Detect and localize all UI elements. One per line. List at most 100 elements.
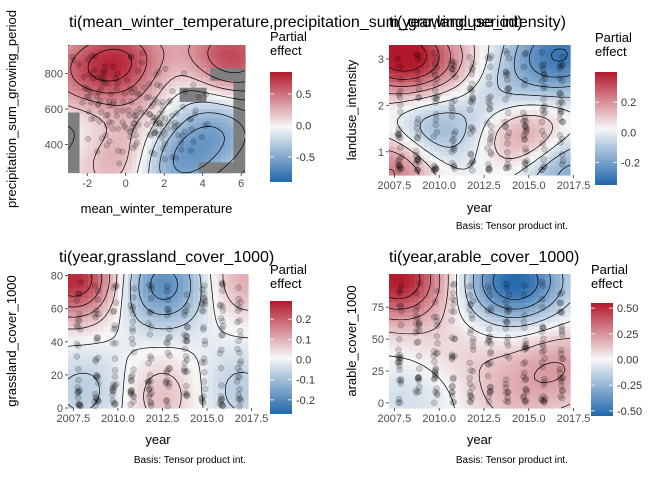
heatmap-cell xyxy=(171,127,177,133)
heatmap-cell xyxy=(394,147,400,153)
heatmap-cell xyxy=(92,67,99,74)
contour-line xyxy=(472,273,564,319)
observation-point xyxy=(146,371,154,379)
heatmap-cell xyxy=(193,379,199,385)
heatmap-cell xyxy=(509,293,516,299)
heatmap-cell xyxy=(389,63,395,69)
heatmap-cell xyxy=(215,90,222,96)
observation-point xyxy=(148,286,155,293)
observation-point xyxy=(103,112,110,119)
heatmap-cell xyxy=(173,317,179,323)
heatmap-cell xyxy=(539,63,546,69)
heatmap-cell xyxy=(434,82,440,88)
observation-point xyxy=(158,115,165,122)
contour-line xyxy=(388,44,452,176)
heatmap-cell xyxy=(474,170,481,176)
heatmap-cell xyxy=(424,379,430,385)
heatmap-cell xyxy=(539,58,546,65)
observation-point xyxy=(541,71,548,79)
heatmap-cell xyxy=(564,68,571,74)
heatmap-cell xyxy=(544,123,551,130)
heatmap-cell xyxy=(489,114,496,120)
heatmap-cell xyxy=(77,168,84,174)
heatmap-cell xyxy=(118,360,124,366)
heatmap-cell xyxy=(173,388,179,395)
heatmap-cell xyxy=(454,364,460,371)
heatmap-cell xyxy=(459,403,466,409)
contour-line xyxy=(138,273,191,316)
heatmap-cell xyxy=(97,168,104,174)
heatmap-cell xyxy=(534,326,541,333)
heatmap-cell xyxy=(112,72,118,78)
heatmap-cell xyxy=(534,388,541,395)
heatmap-cell xyxy=(127,159,133,165)
heatmap-cell xyxy=(102,113,108,119)
heatmap-cell xyxy=(78,364,84,371)
heatmap-cell xyxy=(98,307,104,313)
heatmap-cell xyxy=(113,374,119,380)
heatmap-cell xyxy=(459,283,466,289)
heatmap-cell xyxy=(186,122,192,128)
heatmap-cell xyxy=(524,63,531,69)
heatmap-cell xyxy=(243,326,249,333)
observation-point xyxy=(145,320,152,327)
heatmap-cell xyxy=(504,283,511,289)
heatmap-cell xyxy=(509,161,516,167)
heatmap-cell xyxy=(230,159,236,165)
heatmap-cell xyxy=(127,72,133,78)
observation-point xyxy=(556,89,564,97)
heatmap-cell xyxy=(559,91,566,97)
heatmap-cell xyxy=(429,54,435,60)
heatmap-cell xyxy=(454,307,460,313)
heatmap-cell xyxy=(220,49,226,55)
heatmap-cell xyxy=(499,364,506,371)
heatmap-cell xyxy=(138,336,144,342)
heatmap-cell xyxy=(220,99,226,106)
heatmap-cell xyxy=(161,113,167,119)
observation-point xyxy=(540,70,548,78)
observation-point xyxy=(217,393,225,400)
heatmap-cell xyxy=(102,54,108,60)
heatmap-cell xyxy=(83,331,89,337)
heatmap-cell xyxy=(469,165,476,171)
heatmap-cell xyxy=(102,77,108,83)
heatmap-cell xyxy=(193,331,199,337)
heatmap-cell xyxy=(97,95,104,101)
heatmap-cell xyxy=(173,278,179,285)
heatmap-cell xyxy=(549,393,556,400)
heatmap-cell xyxy=(171,159,177,165)
heatmap-cell xyxy=(108,317,114,323)
heatmap-cell xyxy=(534,364,541,371)
heatmap-cell xyxy=(464,297,471,304)
observation-point xyxy=(127,302,135,309)
heatmap-cell xyxy=(414,278,420,285)
heatmap-cell xyxy=(215,49,222,55)
heatmap-cell xyxy=(524,91,531,97)
heatmap-cell xyxy=(183,307,189,313)
heatmap-cell xyxy=(549,96,556,102)
heatmap-cell xyxy=(122,77,128,83)
y-axis-title: grassland_cover_1000 xyxy=(4,275,19,407)
heatmap-cell xyxy=(122,72,128,78)
heatmap-cell xyxy=(233,288,239,294)
heatmap-cell xyxy=(168,364,174,371)
heatmap-cell xyxy=(163,288,169,294)
heatmap-cell xyxy=(404,302,410,309)
heatmap-cell xyxy=(389,105,395,111)
heatmap-cell xyxy=(479,355,486,361)
heatmap-cell xyxy=(213,350,219,356)
heatmap-cell xyxy=(469,151,476,158)
heatmap-cell xyxy=(127,95,133,101)
observation-point xyxy=(129,391,137,399)
heatmap-cell xyxy=(218,350,224,356)
heatmap-cell xyxy=(190,81,197,87)
heatmap-cell xyxy=(205,58,212,64)
heatmap-cell xyxy=(524,312,531,318)
heatmap-cell xyxy=(559,341,566,347)
heatmap-cell xyxy=(98,336,104,342)
heatmap-cell xyxy=(220,109,226,115)
observation-point xyxy=(201,359,208,366)
heatmap-cell xyxy=(514,274,521,280)
heatmap-cell xyxy=(394,350,400,356)
heatmap-cell xyxy=(68,403,74,409)
